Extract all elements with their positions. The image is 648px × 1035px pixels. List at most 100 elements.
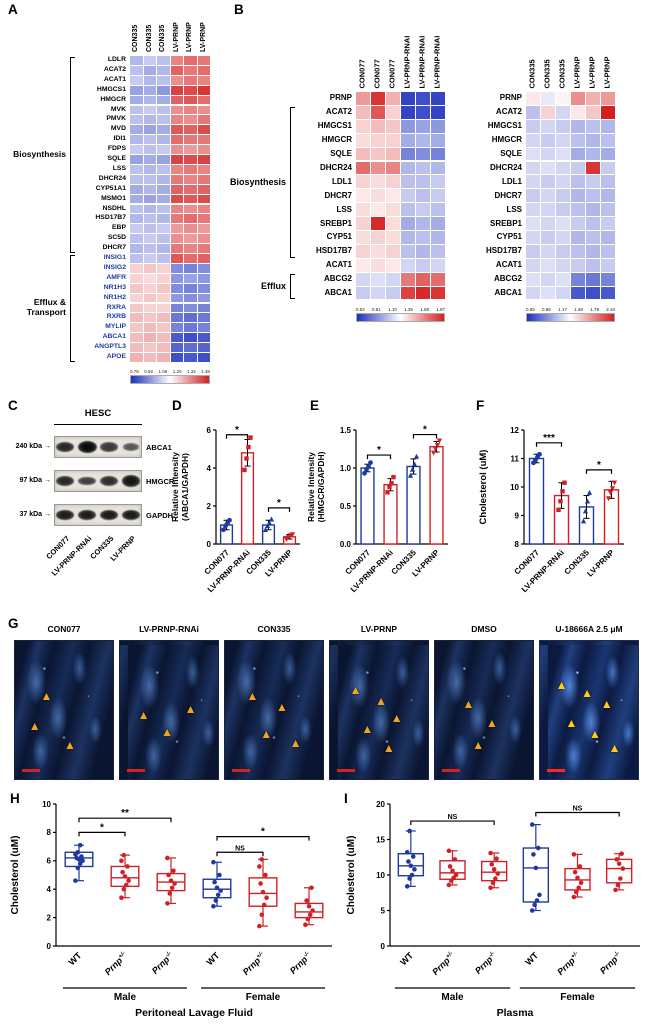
heatmap-cell <box>356 217 370 230</box>
scale-tick: 1.68 <box>420 306 429 312</box>
heatmap-cell <box>184 214 197 224</box>
data-point <box>407 876 412 881</box>
molecular-weight-label: 37 kDa → <box>19 511 51 518</box>
data-point <box>572 869 578 875</box>
y-axis-label: Cholesterol (uM) <box>10 836 21 915</box>
heatmap-cell <box>143 174 156 184</box>
heatmap-row-label: SQLE <box>107 155 126 163</box>
heatmap-cell <box>130 214 143 224</box>
arrowhead-icon: ▲ <box>64 738 76 753</box>
data-point <box>121 886 127 892</box>
data-point <box>171 868 176 874</box>
heatmap-cell <box>157 293 170 303</box>
heatmap-cell <box>371 203 385 217</box>
significance-label: * <box>597 460 601 471</box>
data-point <box>389 481 394 486</box>
heatmap-cell <box>526 119 540 133</box>
microscopy-image-label: LV-PRNP-RNAi <box>139 624 199 634</box>
heatmap-cell <box>541 175 555 189</box>
heatmap-cell <box>386 175 400 189</box>
protein-band <box>99 509 119 521</box>
heatmap-column-label: LV-PRNP <box>602 56 612 88</box>
group-bracket <box>70 57 75 253</box>
heatmap-row-label: HMGCR <box>491 135 522 145</box>
heatmap-cell <box>130 194 143 204</box>
data-point <box>75 865 81 871</box>
heatmap-cell <box>157 204 170 214</box>
scale-bar <box>232 769 250 772</box>
scale-bar <box>337 769 355 772</box>
data-point <box>385 490 390 495</box>
heatmap-cell <box>157 254 170 263</box>
significance-label: NS <box>448 814 458 821</box>
heatmap-cell <box>571 105 585 119</box>
fluorescence-image: ▲ ▲ ▲ ▲ ▲ <box>329 640 429 780</box>
heatmap-cell <box>184 135 197 145</box>
panel-H-box-plot: 0 2 4 6 8 10 WT Prnp+/- Prnp-/- WT Prnp+/- Prnp-/- M… <box>10 800 332 1019</box>
x-tick-label: WT <box>523 950 540 967</box>
data-point <box>407 472 414 478</box>
heatmap-row-label: HMGCS1 <box>317 121 352 131</box>
heatmap-row-label: HMGCS1 <box>96 85 126 93</box>
group-bracket <box>290 273 295 300</box>
box <box>605 858 633 884</box>
group-label-line: Transport <box>26 306 66 317</box>
arrowhead-icon: ▲ <box>485 716 498 731</box>
heatmap-cell <box>130 164 143 174</box>
heatmap-cell <box>184 263 197 273</box>
heatmap-cell <box>541 258 555 272</box>
heatmap-cell <box>571 147 585 161</box>
y-tick-label: 0.0 <box>340 540 352 549</box>
data-point <box>447 864 453 869</box>
data-point <box>580 518 587 524</box>
heatmap-cell <box>197 184 210 194</box>
group-label-line: Efflux <box>260 281 286 292</box>
heatmap-row-label: MSMO1 <box>101 194 126 202</box>
heatmap-column-label: LV-PRNP-RNAI <box>432 35 442 88</box>
significance-label: * <box>423 425 427 436</box>
heatmap-cell <box>571 189 585 203</box>
bar <box>406 465 421 545</box>
data-point <box>620 866 626 871</box>
heatmap-cell <box>170 343 183 352</box>
significance-bracket <box>535 811 620 817</box>
heatmap-cell <box>170 85 183 95</box>
heatmap-row-label: INSIG2 <box>103 263 126 271</box>
microscopy-image-label: LV-PRNP <box>360 624 398 634</box>
heatmap-cell <box>556 105 570 119</box>
data-point <box>165 855 170 861</box>
protein-band <box>77 441 97 453</box>
bar <box>528 457 545 545</box>
heatmap-cell <box>386 231 400 244</box>
heatmap-cell <box>556 189 570 203</box>
panel-G-microscopy: CON077 ▲ ▲ ▲ LV-PRNP-RNAi ▲ ▲ ▲ CON335 ▲ ▲ ▲ ▲ LV-PRN… <box>6 618 646 790</box>
data-point <box>166 872 171 878</box>
heatmap-cell <box>416 161 430 175</box>
heatmap-cell <box>401 272 415 286</box>
heatmap-cell <box>130 244 143 253</box>
data-point <box>246 444 251 450</box>
significance-bracket <box>267 507 291 512</box>
heatmap-column-label: LV-PRNP-RNAI <box>417 35 427 88</box>
heatmap-cell <box>184 323 197 333</box>
heatmap-cell <box>197 254 210 263</box>
heatmap-cell <box>130 263 143 273</box>
data-point <box>534 898 540 903</box>
scale-tick: 2.10 <box>606 306 615 312</box>
heatmap-cell <box>184 105 197 115</box>
data-point <box>537 451 542 457</box>
heatmap-cell <box>197 105 210 115</box>
data-point <box>244 456 249 461</box>
heatmap-scale-labels: 0.55 0.86 1.17 1.48 1.79 2.10 <box>526 307 615 312</box>
data-point <box>212 879 217 885</box>
heatmap-cell <box>416 217 430 230</box>
heatmap-row-label: FDPS <box>107 145 126 153</box>
heatmap-cell <box>170 65 183 75</box>
data-point <box>584 498 591 504</box>
heatmap-cell <box>143 56 156 65</box>
arrowhead-icon: ▲ <box>184 702 197 717</box>
heatmap-cell <box>386 258 400 272</box>
group-label-line: Efflux & <box>33 296 66 307</box>
heatmap-cell <box>170 184 183 194</box>
heatmap-cell <box>431 286 445 300</box>
